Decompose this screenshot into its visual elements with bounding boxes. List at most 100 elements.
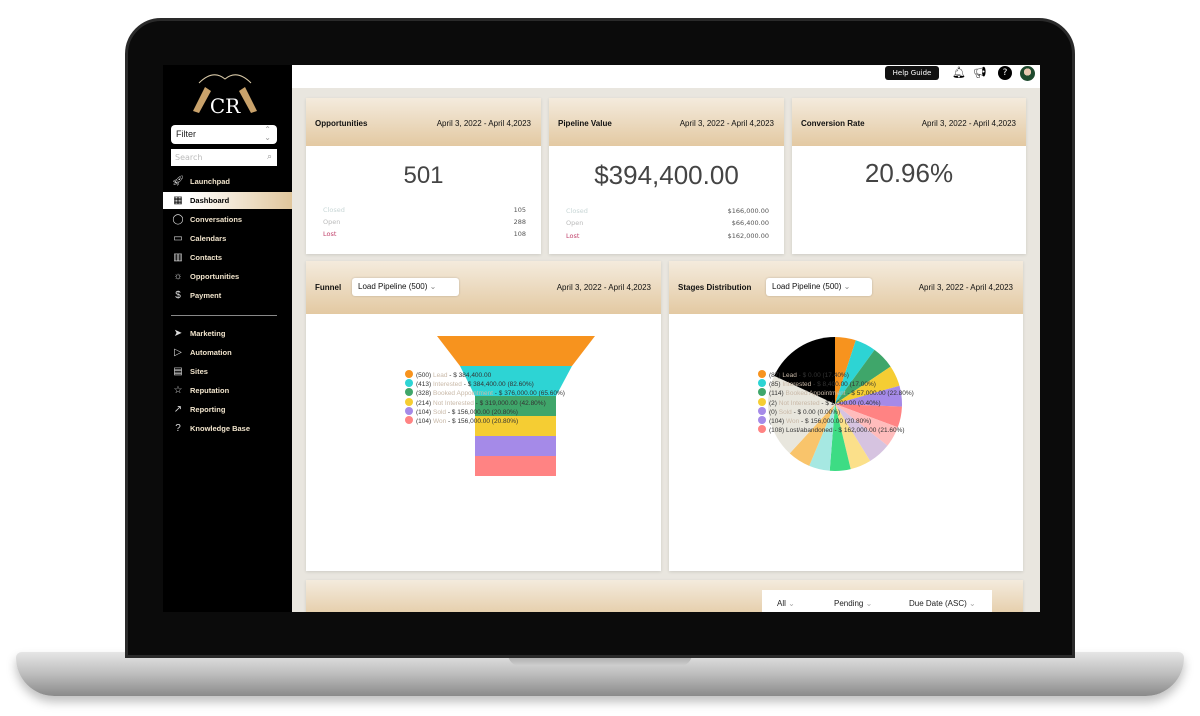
- stages-pipeline-select[interactable]: Load Pipeline (500) ⌄: [766, 278, 872, 296]
- star-icon: ☆: [173, 385, 183, 396]
- tasks-filter-status[interactable]: Pending ⌄: [834, 599, 873, 608]
- card-title: Funnel: [315, 283, 342, 292]
- sidebar-item-label: Reporting: [190, 405, 226, 414]
- sidebar-item-automation[interactable]: ▷ Automation: [163, 344, 292, 361]
- sidebar-item-label: Sites: [190, 367, 208, 376]
- search-input[interactable]: Search ⌕: [171, 149, 277, 166]
- pie-slice[interactable]: [835, 385, 902, 407]
- pie-slice[interactable]: [835, 404, 888, 462]
- funnel-chart: [437, 336, 595, 476]
- megaphone-icon[interactable]: 📢︎: [973, 66, 987, 79]
- legend-item: (104) Won - $ 156,000.00 (20.80%): [758, 416, 871, 425]
- legend-item: (413) Interested - $ 384,400.00 (82.60%): [405, 379, 534, 388]
- opportunities-card: Opportunities April 3, 2022 - April 4,202…: [306, 98, 541, 254]
- pie-slice[interactable]: [835, 337, 856, 404]
- pie-slice[interactable]: [835, 404, 871, 470]
- stat-value: $66,400.00: [731, 219, 769, 227]
- funnel-stage-lead[interactable]: [437, 336, 595, 366]
- tasks-filter-all[interactable]: All ⌄: [777, 599, 795, 608]
- sidebar-item-label: Reputation: [190, 386, 230, 395]
- chevron-down-icon: ⌄: [843, 282, 851, 291]
- funnel-pipeline-select[interactable]: Load Pipeline (500) ⌄: [352, 278, 459, 296]
- stat-value: $162,000.00: [727, 232, 769, 240]
- stat-label: Closed: [323, 206, 345, 214]
- stat-value: 105: [513, 206, 526, 214]
- pie-slice[interactable]: [768, 375, 835, 454]
- sidebar-item-payment[interactable]: $ Payment: [163, 287, 292, 304]
- filter-label: Filter: [176, 129, 196, 139]
- pie-slice[interactable]: [835, 366, 900, 404]
- chevron-updown-icon: ⌃ ⌄: [264, 125, 271, 142]
- sidebar-item-label: Opportunities: [190, 272, 240, 281]
- legend-dot: [758, 379, 766, 388]
- help-guide-button[interactable]: Help Guide: [885, 66, 939, 80]
- legend-dot: [405, 397, 413, 406]
- stat-value: 288: [513, 218, 526, 226]
- pie-slice[interactable]: [835, 349, 891, 404]
- top-bar: Help Guide 🔔︎ 📢︎ ?: [292, 65, 1040, 88]
- sidebar-item-marketing[interactable]: ➤ Marketing: [163, 325, 292, 342]
- legend-dot: [405, 406, 413, 415]
- sidebar-item-sites[interactable]: ▤ Sites: [163, 363, 292, 380]
- card-title: Opportunities: [315, 119, 368, 128]
- funnel-stage-sold[interactable]: [475, 436, 556, 456]
- sidebar-item-label: Knowledge Base: [190, 424, 251, 433]
- sidebar-item-label: Automation: [190, 348, 232, 357]
- legend-item: (87) Lead - $ 0.00 (17.40%): [758, 370, 849, 379]
- pie-slice[interactable]: [809, 404, 835, 471]
- conversion-rate-value: 20.96%: [864, 158, 954, 188]
- logo: CR: [185, 69, 265, 118]
- sidebar-divider: [171, 315, 277, 316]
- avatar[interactable]: [1020, 66, 1035, 81]
- card-title: Conversion Rate: [801, 119, 865, 128]
- opportunities-value: 501: [403, 162, 444, 189]
- chevron-down-icon: ⌄: [788, 599, 795, 608]
- sidebar-item-knowledge-base[interactable]: ? Knowledge Base: [163, 420, 292, 437]
- pie-slice[interactable]: [774, 337, 835, 404]
- funnel-stage-booked-appointment[interactable]: [475, 396, 556, 416]
- sidebar-item-label: Conversations: [190, 215, 243, 224]
- sidebar-item-conversations[interactable]: ◯ Conversations: [163, 211, 292, 228]
- sidebar-item-reputation[interactable]: ☆ Reputation: [163, 382, 292, 399]
- legend-dot: [758, 425, 766, 434]
- pie-slice[interactable]: [835, 340, 875, 404]
- pie-slice[interactable]: [835, 404, 898, 446]
- legend-dot: [405, 416, 413, 424]
- card-date: April 3, 2022 - April 4,2023: [918, 283, 1013, 292]
- legend-item: (328) Booked Appointment - $ 376,000.00 …: [405, 388, 565, 397]
- conversion-rate-card: Conversion Rate April 3, 2022 - April 4,2…: [792, 98, 1026, 254]
- tasks-sort[interactable]: Due Date (ASC) ⌄: [909, 599, 976, 608]
- sidebar-item-contacts[interactable]: ▥ Contacts: [163, 249, 292, 266]
- funnel-stage-interested[interactable]: [460, 366, 572, 396]
- legend-item: (104) Won - $ 156,000.00 (20.80%): [405, 416, 518, 425]
- sidebar-item-reporting[interactable]: ↗ Reporting: [163, 401, 292, 418]
- chevron-down-icon: ⌄: [969, 599, 976, 608]
- stat-value: 108: [513, 230, 526, 238]
- select-label: Load Pipeline (500): [358, 282, 428, 291]
- pie-slice[interactable]: [835, 404, 902, 428]
- browser-icon: ▤: [173, 366, 183, 377]
- dashboard-icon: ▦: [173, 195, 183, 206]
- legend-dot: [758, 416, 766, 424]
- play-icon: ▷: [174, 347, 182, 358]
- sidebar-item-label: Dashboard: [190, 196, 230, 205]
- pie-slice[interactable]: [789, 404, 835, 466]
- legend-dot: [405, 379, 413, 388]
- app-screen: CR Filter ⌃ ⌄ Search ⌕ 🚀︎ Launchpad ▦ Dashboar…: [163, 65, 1040, 612]
- filter-select[interactable]: Filter ⌃ ⌄: [171, 125, 277, 144]
- send-icon: ➤: [173, 328, 183, 339]
- sidebar-item-dashboard[interactable]: ▦ Dashboard: [163, 192, 292, 209]
- sidebar-item-opportunities[interactable]: ☼ Opportunities: [163, 268, 292, 285]
- funnel-stage-not-interested[interactable]: [475, 416, 556, 436]
- pie-slice[interactable]: [829, 404, 851, 471]
- question-icon: ?: [175, 423, 181, 434]
- stat-label: Closed: [566, 207, 588, 215]
- legend-item: (104) Sold - $ 156,000.00 (20.80%): [405, 406, 518, 416]
- card-date: April 3, 2022 - April 4,2023: [921, 119, 1016, 128]
- legend-item: (500) Lead - $ 384,400.00: [405, 370, 491, 379]
- sidebar-item-launchpad[interactable]: 🚀︎ Launchpad: [163, 173, 292, 190]
- sidebar-item-calendars[interactable]: ▭ Calendars: [163, 230, 292, 247]
- bell-icon[interactable]: 🔔︎: [952, 66, 966, 79]
- help-icon[interactable]: ?: [998, 66, 1012, 80]
- funnel-stage-won[interactable]: [475, 456, 556, 476]
